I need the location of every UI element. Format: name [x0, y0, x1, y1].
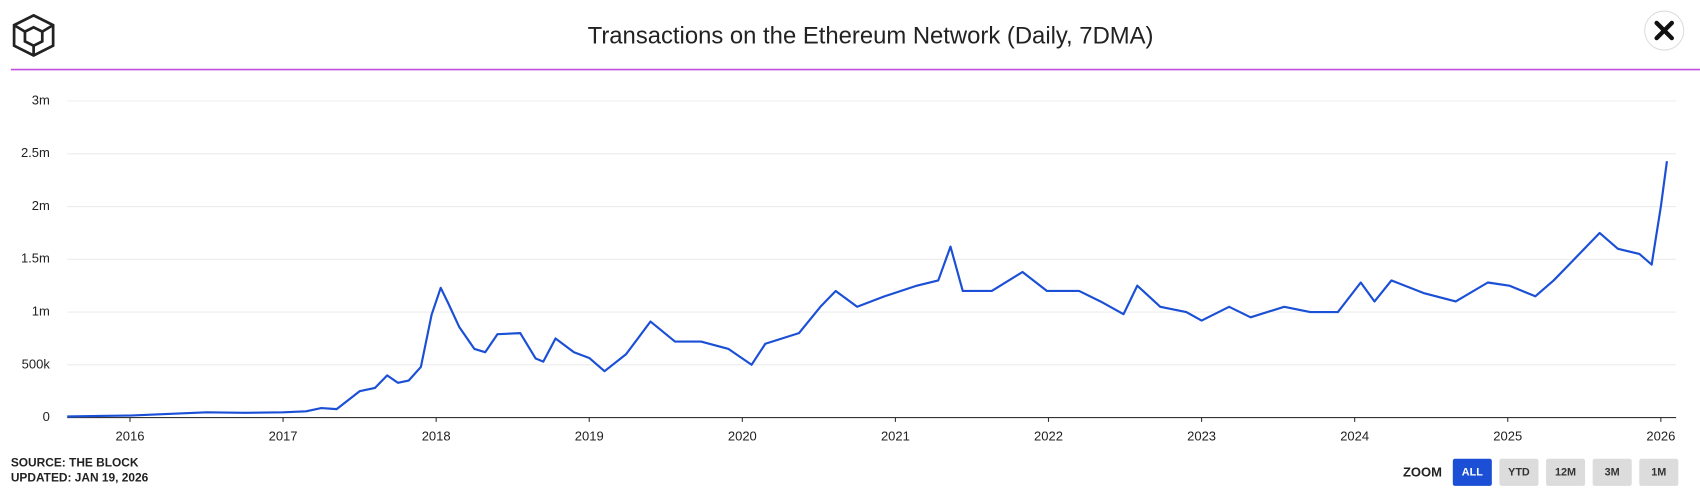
y-tick-label: 500k — [22, 356, 51, 371]
x-tick-label: 2017 — [269, 429, 298, 444]
y-tick-label: 0 — [43, 409, 50, 424]
zoom-button[interactable]: YTD — [1499, 458, 1539, 486]
zoom-button-bg — [1592, 458, 1632, 486]
x-tick-label: 2020 — [728, 429, 757, 444]
zoom-button[interactable]: 1M — [1639, 458, 1679, 486]
zoom-button-label: YTD — [1508, 467, 1530, 479]
x-tick-label: 2016 — [116, 429, 145, 444]
x-tick-label: 2022 — [1034, 429, 1063, 444]
zoom-button-label: ALL — [1462, 467, 1483, 479]
x-tick-label: 2026 — [1646, 429, 1675, 444]
source: SOURCE: THE BLOCK — [11, 455, 139, 469]
zoom-button[interactable]: ALL — [1452, 458, 1492, 486]
y-tick-label: 2.5m — [21, 145, 50, 160]
close-button[interactable] — [1644, 10, 1685, 51]
zoom-button-bg — [1546, 458, 1586, 486]
x-tick-label: 2024 — [1340, 429, 1369, 444]
zoom-button[interactable]: 3M — [1592, 458, 1632, 486]
zoom-button-label: 3M — [1605, 467, 1620, 479]
updated: UPDATED: JAN 19, 2026 — [11, 470, 149, 484]
y-tick-label: 1.5m — [21, 251, 50, 266]
zoom-button[interactable]: 12M — [1546, 458, 1586, 486]
x-tick-label: 2023 — [1187, 429, 1216, 444]
zoom-button-label: 1M — [1651, 467, 1666, 479]
y-tick-label: 1m — [32, 304, 50, 319]
x-tick-label: 2025 — [1493, 429, 1522, 444]
chart-title: Transactions on the Ethereum Network (Da… — [588, 22, 1154, 49]
y-tick-label: 3m — [32, 92, 50, 107]
x-tick-label: 2018 — [422, 429, 451, 444]
zoom-button-bg — [1499, 458, 1539, 486]
zoom-button-label: 12M — [1555, 467, 1576, 479]
x-tick-label: 2019 — [575, 429, 604, 444]
zoom-label: ZOOM — [1403, 464, 1442, 479]
y-tick-label: 2m — [32, 198, 50, 213]
x-tick-label: 2021 — [881, 429, 910, 444]
zoom-button-bg — [1452, 458, 1492, 486]
data-line — [67, 161, 1669, 418]
zoom-button-bg — [1639, 458, 1679, 486]
logo — [12, 13, 55, 57]
